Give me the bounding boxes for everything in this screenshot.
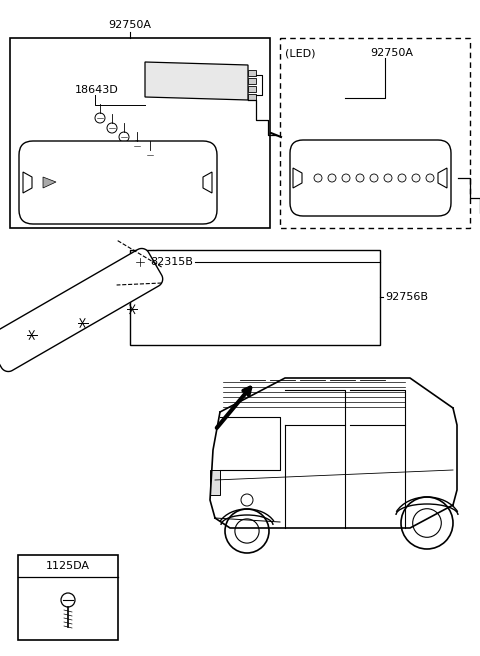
Text: 92756B: 92756B: [385, 292, 428, 302]
Circle shape: [342, 174, 350, 182]
Polygon shape: [145, 62, 248, 100]
Text: (LED): (LED): [285, 48, 315, 58]
Circle shape: [398, 174, 406, 182]
Text: 82315B: 82315B: [150, 257, 193, 267]
Text: 18643D: 18643D: [75, 85, 119, 95]
Circle shape: [384, 174, 392, 182]
Bar: [10, 38, 270, 228]
Polygon shape: [43, 177, 56, 188]
Circle shape: [370, 174, 378, 182]
Circle shape: [328, 174, 336, 182]
FancyBboxPatch shape: [19, 141, 217, 224]
Circle shape: [412, 174, 420, 182]
Bar: [130, 250, 380, 345]
Bar: [18, 555, 118, 640]
Polygon shape: [293, 168, 302, 188]
Text: 1125DA: 1125DA: [46, 561, 90, 571]
Bar: [280, 38, 470, 228]
Polygon shape: [23, 172, 32, 193]
FancyBboxPatch shape: [290, 140, 451, 216]
Text: 92750A: 92750A: [108, 20, 152, 30]
Bar: [210, 470, 220, 495]
Polygon shape: [0, 249, 163, 371]
Circle shape: [426, 174, 434, 182]
Bar: [248, 86, 256, 92]
Bar: [248, 78, 256, 84]
Polygon shape: [438, 168, 447, 188]
Bar: [248, 94, 256, 100]
Text: 92750A: 92750A: [370, 48, 413, 58]
Circle shape: [356, 174, 364, 182]
Polygon shape: [203, 172, 212, 193]
Bar: [248, 70, 256, 76]
Circle shape: [314, 174, 322, 182]
